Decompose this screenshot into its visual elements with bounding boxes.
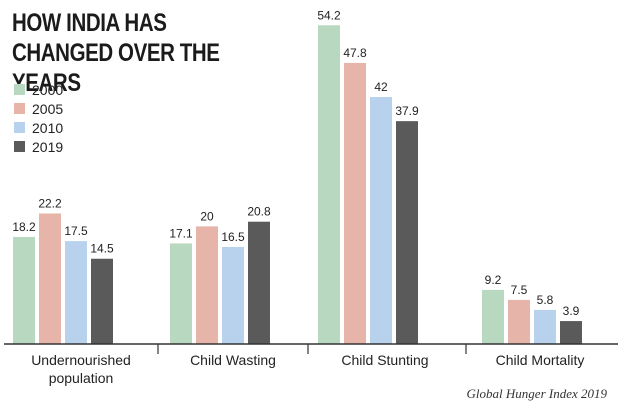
bar-2005-2 bbox=[344, 62, 366, 344]
data-label-2019-0: 14.5 bbox=[90, 242, 114, 256]
data-label-2000-1: 17.1 bbox=[169, 226, 193, 240]
category-label-2: Child Stunting bbox=[341, 352, 428, 368]
bar-2000-1 bbox=[170, 243, 192, 344]
bar-2000-3 bbox=[482, 289, 504, 344]
legend-label-2019: 2019 bbox=[32, 138, 64, 155]
legend-swatch-2005 bbox=[14, 103, 25, 114]
legend-label-2010: 2010 bbox=[32, 119, 64, 136]
bar-2019-2 bbox=[396, 121, 418, 344]
bar-2005-1 bbox=[196, 226, 218, 344]
data-label-2019-3: 3.9 bbox=[563, 304, 580, 318]
data-label-2005-3: 7.5 bbox=[511, 283, 528, 297]
category-label-3: Child Mortality bbox=[496, 352, 585, 368]
data-label-2005-0: 22.2 bbox=[38, 196, 62, 210]
data-label-2019-2: 37.9 bbox=[395, 104, 419, 118]
legend-swatch-2010 bbox=[14, 122, 25, 133]
bar-2010-1 bbox=[222, 246, 244, 344]
category-label-0: Undernourished population bbox=[31, 352, 131, 386]
bar-2010-3 bbox=[534, 309, 556, 344]
legend-item-2010: 2010 bbox=[14, 118, 63, 137]
bar-2005-3 bbox=[508, 299, 530, 344]
bar-2005-0 bbox=[39, 213, 61, 344]
legend-item-2019: 2019 bbox=[14, 137, 63, 156]
chart-title: HOW INDIA HAS CHANGED OVER THE YEARS bbox=[12, 9, 220, 97]
data-label-2005-2: 47.8 bbox=[343, 46, 367, 60]
bar-2000-2 bbox=[318, 25, 340, 345]
data-label-2000-2: 54.2 bbox=[317, 8, 341, 22]
data-label-2019-1: 20.8 bbox=[247, 205, 271, 219]
legend-swatch-2019 bbox=[14, 141, 25, 152]
bar-2000-0 bbox=[13, 236, 35, 344]
legend-swatch-2000 bbox=[14, 84, 25, 95]
data-label-2000-3: 9.2 bbox=[485, 273, 502, 287]
bar-2010-0 bbox=[65, 241, 87, 344]
bar-2019-1 bbox=[248, 221, 270, 344]
legend-label-2000: 2000 bbox=[32, 81, 64, 98]
data-label-2010-3: 5.8 bbox=[537, 293, 554, 307]
legend: 2000 2005 2010 2019 bbox=[14, 80, 63, 156]
data-label-2005-1: 20 bbox=[200, 209, 214, 223]
bar-2010-2 bbox=[370, 97, 392, 344]
data-label-2000-0: 18.2 bbox=[12, 220, 36, 234]
data-label-2010-1: 16.5 bbox=[221, 230, 245, 244]
source-note: Global Hunger Index 2019 bbox=[466, 386, 607, 401]
legend-label-2005: 2005 bbox=[32, 100, 64, 117]
category-label-1: Child Wasting bbox=[190, 352, 276, 368]
legend-item-2000: 2000 bbox=[14, 80, 63, 99]
bar-2019-0 bbox=[91, 258, 113, 344]
data-label-2010-2: 42 bbox=[374, 80, 388, 94]
data-label-2010-0: 17.5 bbox=[64, 224, 88, 238]
legend-item-2005: 2005 bbox=[14, 99, 63, 118]
bar-2019-3 bbox=[560, 321, 582, 344]
